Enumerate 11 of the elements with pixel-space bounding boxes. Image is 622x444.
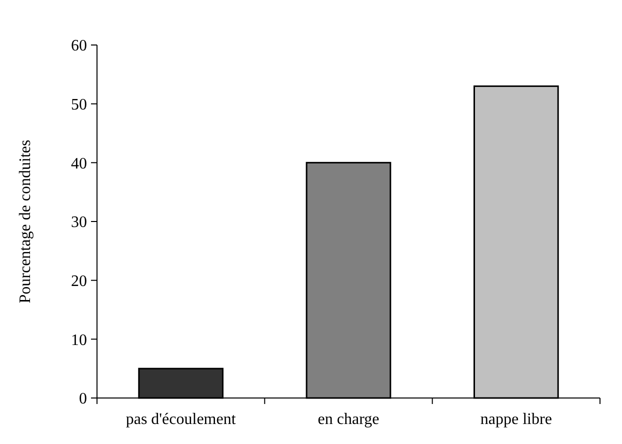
y-tick-label: 0 [79,390,87,408]
y-tick-label: 50 [71,96,87,114]
x-tick-label: nappe libre [480,411,552,428]
y-tick-label: 20 [71,272,87,290]
y-tick-label: 40 [71,155,87,172]
x-tick-label: en charge [318,411,380,428]
y-tick-label: 30 [71,214,87,232]
y-tick-label: 60 [71,38,87,55]
y-axis-title: Pourcentage de conduites [17,140,34,304]
y-tick-label: 10 [71,332,87,349]
x-tick-label: pas d'écoulement [126,411,236,428]
